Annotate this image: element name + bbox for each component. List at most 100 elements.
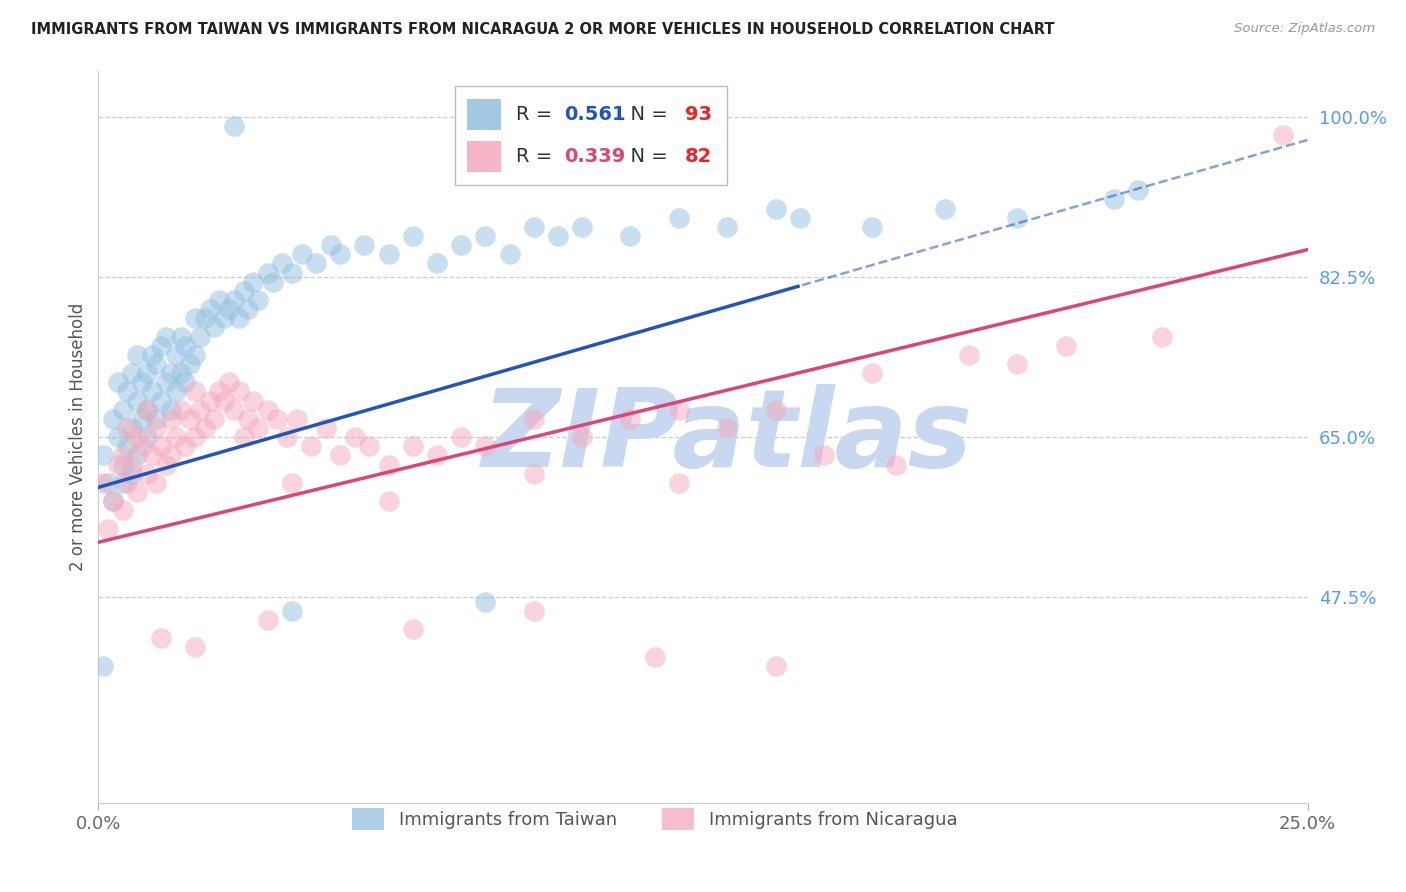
Point — [474, 228, 496, 243]
Point — [179, 357, 201, 371]
Point — [150, 339, 173, 353]
Point — [141, 348, 163, 362]
Point — [571, 219, 593, 234]
Point — [222, 120, 245, 134]
Point — [121, 421, 143, 435]
Point — [155, 458, 177, 472]
Bar — [467, 99, 501, 130]
Point — [377, 247, 399, 261]
Point — [1152, 329, 1174, 343]
Point — [716, 219, 738, 234]
Point — [101, 494, 124, 508]
Point — [127, 485, 149, 500]
Point — [1102, 192, 1125, 206]
Point — [131, 411, 153, 425]
Point — [474, 439, 496, 453]
Point — [160, 366, 183, 380]
Point — [343, 430, 366, 444]
Text: 93: 93 — [685, 105, 711, 124]
Point — [131, 376, 153, 390]
Point — [329, 247, 352, 261]
Point — [91, 475, 114, 490]
Point — [222, 402, 245, 417]
Point — [184, 384, 207, 399]
Point — [474, 595, 496, 609]
Point — [271, 256, 294, 270]
Point — [169, 402, 191, 417]
Point — [204, 411, 226, 425]
Point — [174, 339, 197, 353]
Point — [232, 284, 254, 298]
Point — [281, 266, 304, 280]
Text: R =: R = — [516, 105, 558, 124]
Point — [315, 421, 337, 435]
Point — [127, 393, 149, 408]
Point — [111, 503, 134, 517]
Point — [188, 329, 211, 343]
Point — [256, 266, 278, 280]
Text: Source: ZipAtlas.com: Source: ZipAtlas.com — [1234, 22, 1375, 36]
Legend: Immigrants from Taiwan, Immigrants from Nicaragua: Immigrants from Taiwan, Immigrants from … — [344, 801, 965, 838]
Point — [256, 402, 278, 417]
Point — [160, 402, 183, 417]
Point — [165, 430, 187, 444]
Point — [228, 311, 250, 326]
FancyBboxPatch shape — [456, 86, 727, 185]
Point — [150, 393, 173, 408]
Point — [111, 449, 134, 463]
Point — [145, 357, 167, 371]
Point — [450, 238, 472, 252]
Text: IMMIGRANTS FROM TAIWAN VS IMMIGRANTS FROM NICARAGUA 2 OR MORE VEHICLES IN HOUSEH: IMMIGRANTS FROM TAIWAN VS IMMIGRANTS FRO… — [31, 22, 1054, 37]
Point — [111, 475, 134, 490]
Point — [789, 211, 811, 225]
Point — [247, 293, 270, 307]
Point — [169, 329, 191, 343]
Point — [377, 458, 399, 472]
Point — [1007, 211, 1029, 225]
Point — [619, 411, 641, 425]
Point — [107, 458, 129, 472]
Point — [668, 475, 690, 490]
Point — [238, 411, 260, 425]
Point — [276, 430, 298, 444]
Point — [1272, 128, 1295, 143]
Point — [285, 411, 308, 425]
Point — [184, 430, 207, 444]
Point — [188, 402, 211, 417]
Point — [212, 393, 235, 408]
Point — [155, 329, 177, 343]
Point — [353, 238, 375, 252]
Point — [107, 430, 129, 444]
Point — [127, 348, 149, 362]
Point — [329, 449, 352, 463]
Point — [359, 439, 381, 453]
Point — [523, 604, 546, 618]
Point — [644, 649, 666, 664]
Point — [247, 421, 270, 435]
Text: N =: N = — [619, 105, 675, 124]
Point — [765, 402, 787, 417]
Point — [957, 348, 980, 362]
Point — [547, 228, 569, 243]
Point — [101, 411, 124, 425]
Point — [204, 320, 226, 334]
Point — [184, 348, 207, 362]
Point — [198, 301, 221, 317]
Point — [716, 421, 738, 435]
Point — [256, 613, 278, 627]
Point — [165, 384, 187, 399]
Point — [426, 449, 449, 463]
Point — [91, 449, 114, 463]
Point — [150, 632, 173, 646]
Point — [135, 402, 157, 417]
Point — [426, 256, 449, 270]
Point — [571, 430, 593, 444]
Point — [165, 348, 187, 362]
Point — [117, 475, 139, 490]
Point — [150, 439, 173, 453]
Point — [174, 439, 197, 453]
Point — [169, 366, 191, 380]
Point — [194, 311, 217, 326]
Point — [107, 376, 129, 390]
Point — [121, 458, 143, 472]
